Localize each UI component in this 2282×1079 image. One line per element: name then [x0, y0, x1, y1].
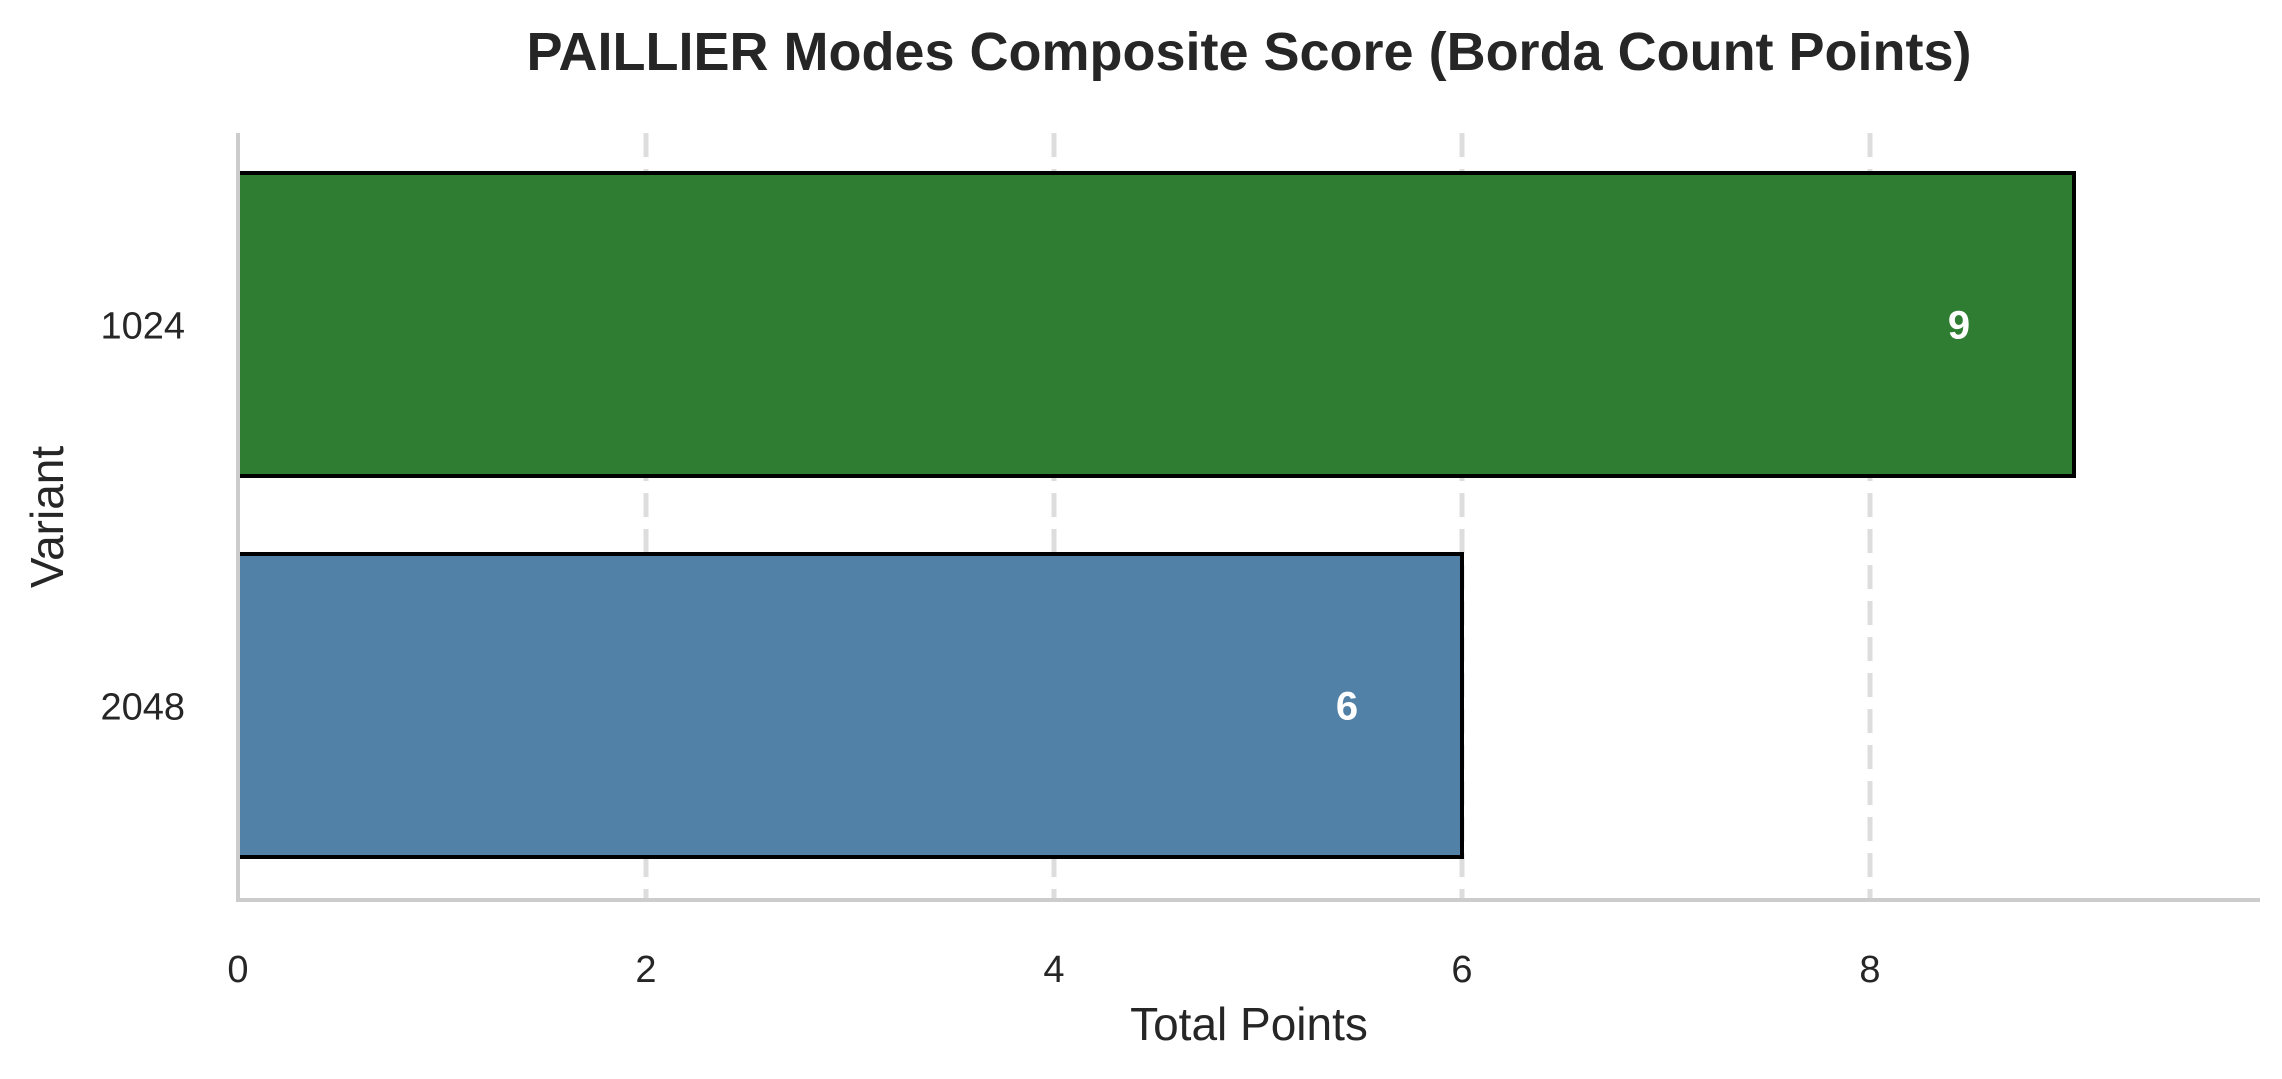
- x-tick-labels: 0 2 4 6 8: [227, 949, 1880, 991]
- x-tick-label-1: 2: [635, 949, 656, 991]
- x-tick-label-3: 6: [1451, 949, 1472, 991]
- x-tick-label-4: 8: [1859, 949, 1880, 991]
- y-axis-label: Variant: [21, 446, 73, 589]
- bar-value-label-2048: 6: [1336, 685, 1358, 729]
- bar-value-labels: 96: [1336, 304, 1970, 729]
- chart-title: PAILLIER Modes Composite Score (Borda Co…: [526, 22, 1971, 82]
- bar-1024: [236, 171, 2076, 478]
- bars: [236, 171, 2076, 859]
- x-axis-label: Total Points: [1130, 998, 1368, 1050]
- bar-value-label-1024: 9: [1948, 304, 1970, 348]
- bar-2048: [236, 552, 1464, 859]
- y-tick-labels: 1024 2048: [100, 306, 185, 729]
- x-tick-label-2: 4: [1043, 949, 1064, 991]
- y-tick-label-2048: 2048: [100, 687, 185, 729]
- x-tick-label-0: 0: [227, 949, 248, 991]
- y-tick-label-1024: 1024: [100, 306, 185, 348]
